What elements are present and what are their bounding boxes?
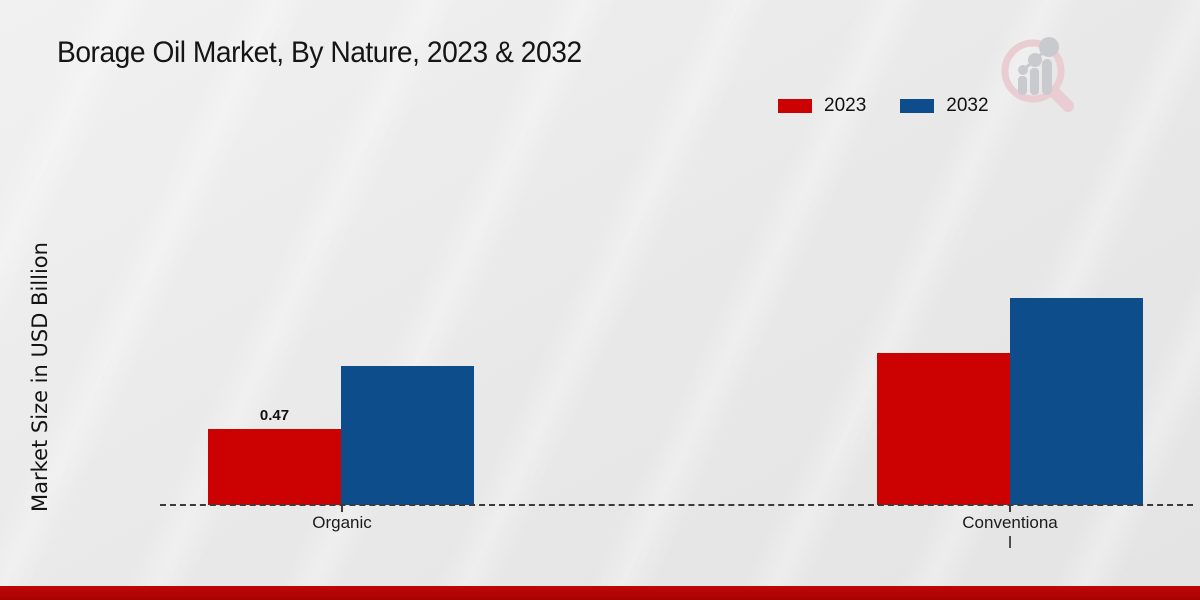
- bar-2023-conventional: [877, 353, 1010, 505]
- legend-label-2032: 2032: [946, 95, 989, 116]
- x-tick-organic: [341, 506, 343, 512]
- legend-label-2023: 2023: [824, 95, 867, 116]
- bars-conventional: [877, 298, 1143, 505]
- bar-2032-conventional: [1010, 298, 1143, 505]
- x-axis-baseline: [160, 504, 1193, 506]
- bar-value-label: 0.47: [259, 407, 290, 424]
- x-tick-label-organic: Organic: [312, 513, 372, 532]
- bar-2032-organic: [341, 366, 474, 505]
- bar-group-organic: 0.47: [208, 366, 474, 505]
- chart-title: Borage Oil Market, By Nature, 2023 & 203…: [57, 36, 582, 69]
- brand-logo: [988, 26, 1084, 116]
- legend-swatch-2032: [900, 99, 935, 113]
- legend: 2023 2032: [778, 95, 989, 117]
- x-tick-conventional: [1009, 506, 1011, 512]
- footer-accent-bar: [0, 586, 1200, 600]
- legend-item-2032: 2032: [900, 95, 989, 117]
- y-axis-label: Market Size in USD Billion: [28, 242, 52, 512]
- magnifier-bar-chart-icon: [1001, 37, 1074, 112]
- x-tick-label-conventional: Conventiona l: [962, 513, 1058, 552]
- bars-organic: 0.47: [208, 366, 474, 505]
- legend-item-2023: 2023: [778, 95, 866, 117]
- legend-swatch-2023: [778, 99, 812, 113]
- bar-2023-organic: 0.47: [208, 407, 341, 505]
- bar-group-conventional: [877, 298, 1143, 505]
